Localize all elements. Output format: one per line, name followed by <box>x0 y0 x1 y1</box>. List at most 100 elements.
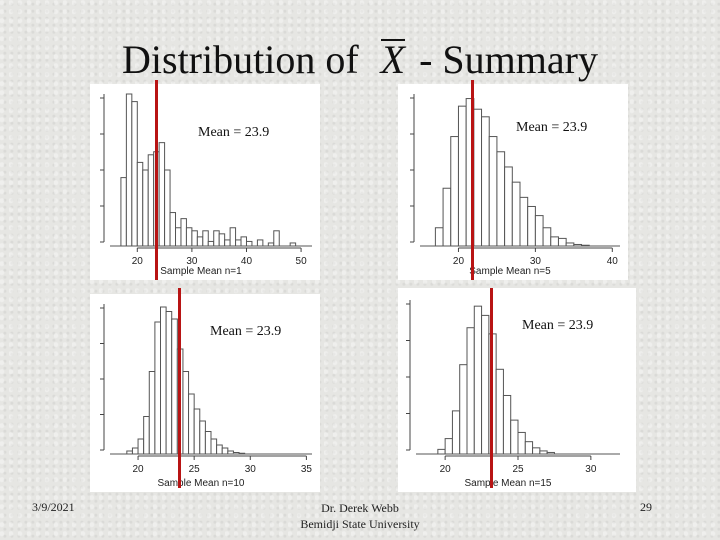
histogram-panel-n10: 20 25 30 35 Sample Mean n=10 <box>90 294 320 492</box>
histogram-bar <box>481 116 490 247</box>
histogram-bar <box>267 242 275 247</box>
histogram-bar <box>532 447 541 455</box>
slide-title: Distribution of X - Summary <box>0 36 720 83</box>
histogram-bar <box>169 212 177 247</box>
histogram-bar <box>444 438 453 455</box>
histogram-bar <box>238 452 246 455</box>
histogram-bar <box>527 205 536 247</box>
histogram-bar <box>136 161 144 247</box>
x-tick-label: 30 <box>585 464 597 475</box>
histogram-bar <box>459 364 468 455</box>
histogram-bar <box>165 311 173 455</box>
histogram-svg: 20 30 40 50 Sample Mean n=1 <box>100 93 312 277</box>
histogram-bar <box>148 371 156 455</box>
histogram-bar <box>240 236 247 247</box>
histogram-bar <box>450 136 459 247</box>
histogram-svg: 20 25 30 Sample Mean n=15 <box>406 300 620 489</box>
histogram-bar <box>481 314 490 455</box>
histogram-bar <box>143 416 150 455</box>
histogram-bar <box>171 318 178 455</box>
histogram-bar <box>202 230 209 247</box>
histogram-bar <box>137 438 145 455</box>
x-tick-label: 30 <box>530 256 542 267</box>
histogram-bar <box>199 420 206 455</box>
histogram-bar <box>504 166 513 247</box>
x-axis-label: Sample Mean n=1 <box>160 266 242 277</box>
histogram-bar <box>502 394 512 455</box>
histogram-bar <box>437 448 446 455</box>
histogram-svg: 20 30 40 Sample Mean n=5 <box>410 94 620 277</box>
histogram-bar <box>125 93 133 247</box>
x-tick-label: 30 <box>245 464 257 475</box>
histogram-panel-n15: 20 25 30 Sample Mean n=15 <box>398 288 636 492</box>
histogram-bar <box>131 101 138 247</box>
histogram-bar <box>182 371 190 455</box>
title-prefix: Distribution of <box>122 37 359 82</box>
title-suffix: - Summary <box>419 37 598 82</box>
author-name: Dr. Derek Webb <box>321 501 399 515</box>
histogram-bar <box>245 240 253 247</box>
histogram-bar <box>542 227 552 247</box>
x-bar-symbol: X <box>380 37 406 82</box>
page-number: 29 <box>640 500 652 514</box>
histogram-bar <box>434 227 444 247</box>
histogram-bar <box>442 187 452 247</box>
histogram-bar <box>517 431 526 455</box>
mean-line-n1 <box>155 80 158 280</box>
histogram-bar <box>196 236 204 247</box>
histogram-bar <box>120 177 127 247</box>
histogram-bar <box>227 450 234 455</box>
mean-line-n5 <box>471 80 474 280</box>
histogram-bar <box>273 230 280 247</box>
x-tick-label: 35 <box>301 464 313 475</box>
histogram-bar <box>534 215 544 247</box>
histogram-bar <box>524 441 534 455</box>
histogram-bar <box>229 227 237 247</box>
mean-annotation-n5: Mean = 23.9 <box>516 120 588 135</box>
mean-annotation-n1: Mean = 23.9 <box>198 125 270 140</box>
x-tick-label: 30 <box>186 256 198 267</box>
histogram-bar <box>573 243 583 247</box>
mean-annotation-n10: Mean = 23.9 <box>210 324 282 339</box>
histogram-bar <box>218 233 226 247</box>
x-tick-label: 20 <box>440 464 452 475</box>
histogram-bar <box>175 227 182 247</box>
histogram-bar <box>193 408 201 455</box>
histogram-bar <box>126 450 133 455</box>
histogram-bar <box>180 218 187 247</box>
histogram-bar <box>581 244 590 247</box>
mean-line-n10 <box>178 288 181 488</box>
x-tick-label: 50 <box>296 256 308 267</box>
histogram-bar <box>185 227 193 247</box>
histogram-bar <box>188 393 195 455</box>
x-tick-label: 25 <box>189 464 201 475</box>
histogram-bar <box>216 444 223 455</box>
x-axis-label: Sample Mean n=10 <box>157 478 244 489</box>
x-tick-label: 20 <box>453 256 465 267</box>
institution-name: Bemidji State University <box>300 517 420 531</box>
histogram-bar <box>210 438 218 455</box>
histogram-bar <box>224 239 231 247</box>
slide-date: 3/9/2021 <box>32 500 75 514</box>
histogram-bar <box>546 451 555 455</box>
histogram-bar <box>207 240 215 247</box>
histogram-bar <box>154 321 161 455</box>
histogram-svg: 20 25 30 35 Sample Mean n=10 <box>100 304 313 489</box>
histogram-bar <box>550 236 559 247</box>
histogram-bar <box>519 196 529 247</box>
histogram-bar <box>496 151 506 247</box>
x-axis-label: Sample Mean n=5 <box>469 266 551 277</box>
histogram-bar <box>164 169 171 247</box>
mean-line-n15 <box>490 288 493 488</box>
mean-annotation-n15: Mean = 23.9 <box>522 318 594 333</box>
x-tick-label: 25 <box>512 464 524 475</box>
histogram-bar <box>511 181 521 247</box>
histogram-bar <box>289 242 297 247</box>
histogram-bar <box>213 230 220 247</box>
histogram-bar <box>204 431 212 455</box>
histogram-bar <box>565 242 575 247</box>
histogram-bar <box>221 447 229 455</box>
x-axis-label: Sample Mean n=15 <box>464 478 551 489</box>
histogram-bar <box>557 237 567 247</box>
histogram-bar <box>235 239 242 247</box>
